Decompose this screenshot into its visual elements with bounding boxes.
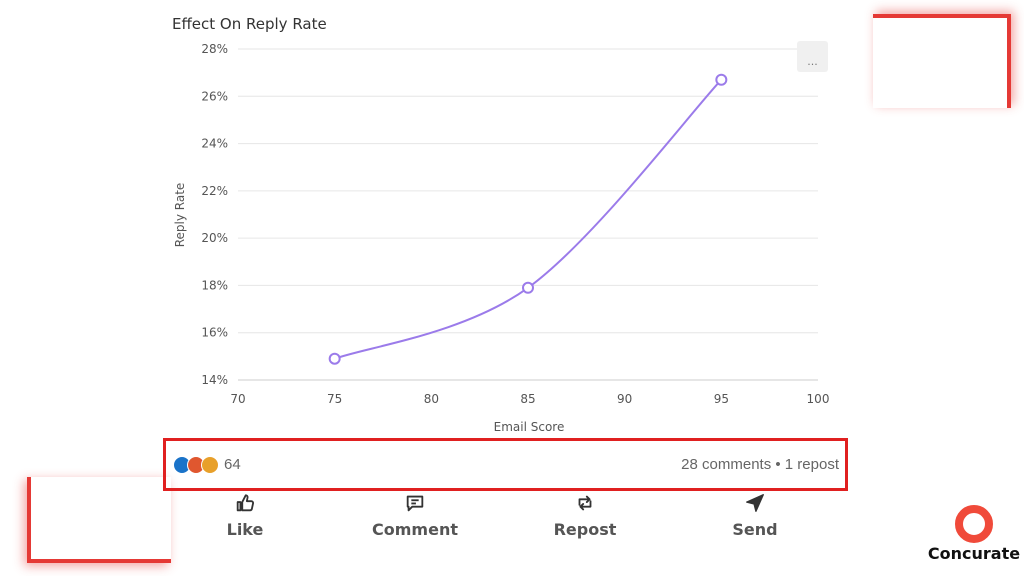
chart-title: Effect On Reply Rate [172,15,327,33]
series-line [334,79,723,360]
grid-lines [238,48,818,381]
series-layer [328,73,728,365]
y-tick-label: 24% [201,137,228,151]
y-tick-label: 16% [201,326,228,340]
decorative-frame-top-right [873,14,1011,108]
like-button[interactable]: Like [170,492,320,552]
line-chart: Effect On Reply Rate 14% 16% 18% 20% 22% 24% 2… [172,15,829,434]
x-tick-labels: 70 75 80 85 90 95 100 [230,392,829,406]
data-point [328,352,341,365]
reaction-icons [173,455,219,474]
reaction-count: 64 [224,456,241,473]
x-tick-label: 90 [617,392,632,406]
x-tick-label: 80 [424,392,439,406]
data-point [522,281,534,294]
x-axis-label: Email Score [494,420,565,434]
decorative-frame-bottom-left [27,477,171,563]
y-tick-labels: 14% 16% 18% 20% 22% 24% 26% 28% [201,42,228,387]
logo-text: Concurate [927,544,1021,563]
repost-icon [578,495,592,511]
more-icon: ... [807,55,818,68]
engagement-bar: 64 28 comments • 1 repost [163,438,848,491]
x-tick-label: 100 [807,392,830,406]
send-button[interactable]: Send [680,492,830,552]
reactions-summary[interactable]: 64 [173,455,241,474]
x-tick-label: 70 [230,392,245,406]
insightful-reaction-icon [201,455,219,474]
concurate-logo: Concurate [924,502,1024,572]
repost-label: Repost [553,520,617,539]
y-axis-label: Reply Rate [173,183,187,248]
send-label: Send [732,520,778,539]
y-tick-label: 18% [201,278,228,292]
repost-button[interactable]: Repost [510,492,660,552]
logo-ring-icon [955,505,993,543]
data-point [715,73,728,86]
y-tick-label: 14% [201,373,228,387]
y-tick-label: 28% [201,42,228,56]
x-tick-label: 75 [327,392,342,406]
y-tick-label: 22% [201,184,228,198]
send-icon [746,494,764,512]
x-tick-label: 85 [520,392,535,406]
comment-label: Comment [372,520,458,539]
like-label: Like [226,520,264,539]
x-tick-label: 95 [714,392,729,406]
action-bar: Like Comment Repost Send [160,492,840,552]
thumbs-up-icon [236,494,254,512]
comment-icon [406,495,424,512]
y-tick-label: 20% [201,231,228,245]
comments-reposts-stats[interactable]: 28 comments • 1 repost [681,456,839,473]
comment-button[interactable]: Comment [340,492,490,552]
chart-menu-button[interactable]: ... [797,41,828,72]
y-tick-label: 26% [201,89,228,103]
